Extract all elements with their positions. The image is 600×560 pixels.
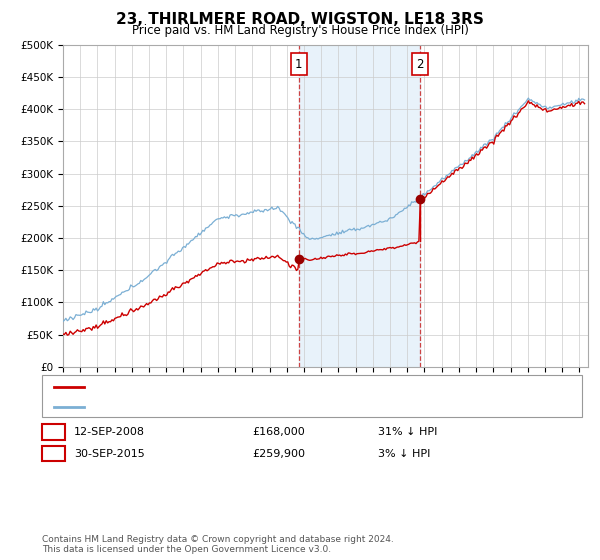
Text: HPI: Average price, detached house, Oadby and Wigston: HPI: Average price, detached house, Oadb… <box>90 402 367 412</box>
Text: 1: 1 <box>50 426 57 439</box>
Text: 23, THIRLMERE ROAD, WIGSTON, LE18 3RS (detached house): 23, THIRLMERE ROAD, WIGSTON, LE18 3RS (d… <box>90 382 391 392</box>
Text: 3% ↓ HPI: 3% ↓ HPI <box>378 449 430 459</box>
Text: 12-SEP-2008: 12-SEP-2008 <box>74 427 145 437</box>
Text: 1: 1 <box>295 58 302 71</box>
Text: 23, THIRLMERE ROAD, WIGSTON, LE18 3RS: 23, THIRLMERE ROAD, WIGSTON, LE18 3RS <box>116 12 484 27</box>
Text: £168,000: £168,000 <box>252 427 305 437</box>
Text: £259,900: £259,900 <box>252 449 305 459</box>
Text: 30-SEP-2015: 30-SEP-2015 <box>74 449 145 459</box>
Text: 2: 2 <box>416 58 424 71</box>
Text: Price paid vs. HM Land Registry's House Price Index (HPI): Price paid vs. HM Land Registry's House … <box>131 24 469 38</box>
Bar <box>299 45 420 367</box>
Text: 2: 2 <box>50 447 57 460</box>
Text: Contains HM Land Registry data © Crown copyright and database right 2024.
This d: Contains HM Land Registry data © Crown c… <box>42 535 394 554</box>
Text: 31% ↓ HPI: 31% ↓ HPI <box>378 427 437 437</box>
